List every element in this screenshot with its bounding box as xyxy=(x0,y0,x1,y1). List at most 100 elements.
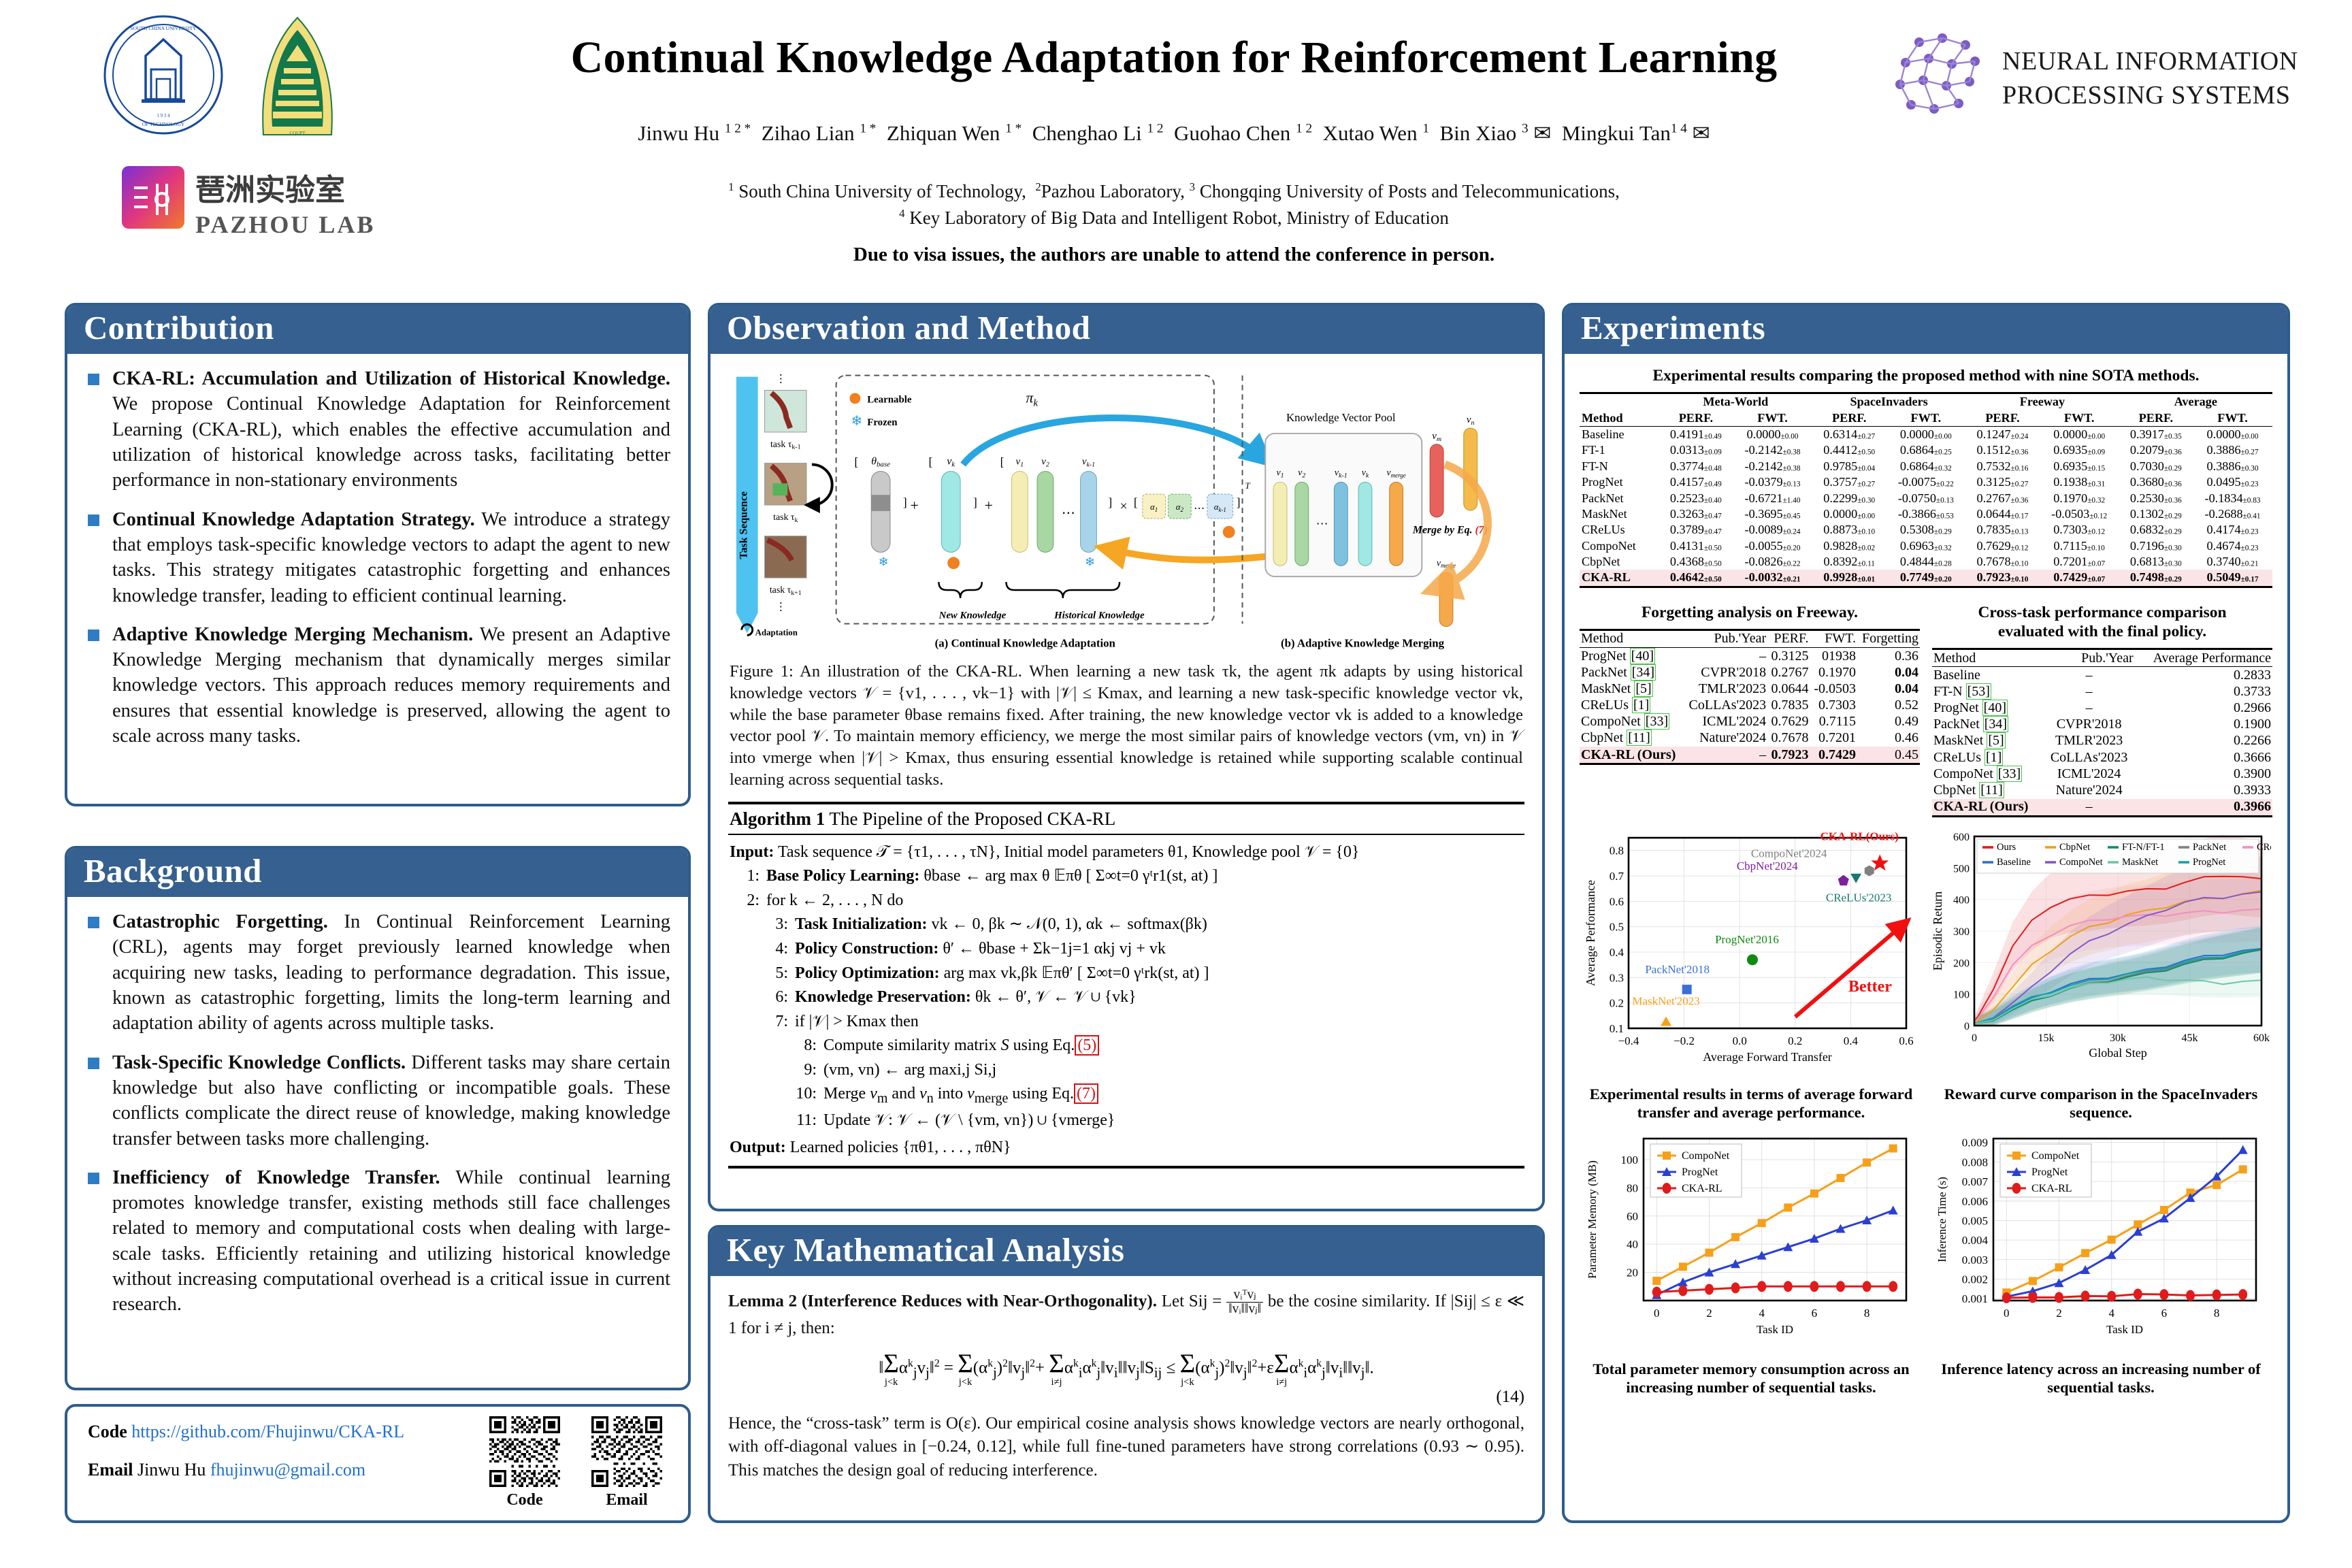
series-marker xyxy=(2081,1249,2090,1258)
cell-value: 0.7532±0.16 xyxy=(1976,459,2029,473)
memory-caption: Total parameter memory consumption acros… xyxy=(1592,1360,1910,1396)
series-marker xyxy=(1678,1285,1688,1296)
svg-text:ProgNet: ProgNet xyxy=(1682,1166,1718,1178)
reward-curve-chart: 0 15k 30k 45k 60k 0 100 200 300 400 500 600 Global S… xyxy=(1931,832,2287,1060)
table-row: ProgNet [40] – 0.2966 xyxy=(1932,700,2272,717)
svg-text:0.2: 0.2 xyxy=(1788,1034,1802,1047)
cell-value: 0.3774±0.48 xyxy=(1669,459,1722,473)
table-row: CbpNet [11] Nature'2024 0.7678 0.7201 0.46 xyxy=(1580,730,1920,747)
item-text: We present an Adaptive Knowledge Merging… xyxy=(112,623,670,747)
table-row: CReLUs 0.3789±0.47 -0.0089±0.24 0.8873±0.10… xyxy=(1580,522,2272,538)
scut-logo: SOUTH CHINA UNIVERSITY OF TECHNOLOGY 1 9… xyxy=(103,15,223,135)
affiliation-line-1: 1 South China University of Technology, … xyxy=(728,180,1620,201)
cross-caption-line2: evaluated with the final policy. xyxy=(1997,622,2207,640)
qr-email-item[interactable]: Email xyxy=(591,1416,662,1509)
table-row: CompoNet [33] ICML'2024 0.3900 xyxy=(1932,765,2272,782)
cell-value: 0.8873±0.10 xyxy=(1823,523,1876,537)
cell-pubyear: Nature'2024 xyxy=(2055,783,2123,798)
series-marker xyxy=(2055,1292,2063,1303)
svg-text:Task ID: Task ID xyxy=(2106,1323,2143,1336)
series-marker xyxy=(2080,1264,2091,1274)
cell-value: -0.3695±0.45 xyxy=(1744,506,1801,521)
learnable-icon-vk xyxy=(947,557,960,570)
qr-code-icon[interactable] xyxy=(489,1416,560,1487)
cell-value: -0.2142±0.38 xyxy=(1744,459,1801,473)
line-rest: θk ← θ′, 𝒱 ← 𝒱 ∪ {vk} xyxy=(970,988,1137,1007)
list-item: Adaptive Knowledge Merging Mechanism. We… xyxy=(85,622,670,749)
svg-text:0.008: 0.008 xyxy=(1962,1156,1988,1169)
qr-code-item[interactable]: Code xyxy=(489,1416,560,1509)
transpose-label: T xyxy=(1245,481,1251,491)
line-number: 2: xyxy=(747,891,760,909)
charts-row-1: −0.4 −0.2 0.0 0.2 0.4 0.6 0.1 0.2 0.3 0.4 0.5 0.6 0.… xyxy=(1580,827,2287,1122)
cell-value: 0.1970±0.32 xyxy=(2053,491,2106,505)
series-line xyxy=(2006,1168,2244,1294)
algorithm-line: 6: Knowledge Preservation: θk ← θ′, 𝒱 ← 𝒱… xyxy=(730,985,1523,1010)
qr-email-icon[interactable] xyxy=(591,1416,662,1487)
series-marker xyxy=(2133,1288,2142,1300)
svg-text:0.007: 0.007 xyxy=(1962,1175,1989,1188)
series-marker xyxy=(2238,1145,2248,1154)
table-row: MaskNet 0.3263±0.47 -0.3695±0.45 0.0000±0.0… xyxy=(1580,506,2272,522)
series-marker xyxy=(1783,1280,1793,1292)
table-subheader-row: PERF. FWT. PERF. FWT. PERF. FWT. PERF. F… xyxy=(1580,410,2272,427)
series-line xyxy=(2006,1149,2244,1298)
series-marker xyxy=(2028,1277,2037,1286)
cell-pubyear: – xyxy=(2085,667,2093,683)
item-bold: CKA-RL: Accumulation and Utilization of … xyxy=(112,368,670,389)
cell-method: CbpNet [11] xyxy=(1581,730,1652,747)
svg-text:4: 4 xyxy=(1759,1307,1765,1320)
cell-fwt: 0.7303 xyxy=(1818,698,1856,713)
scatter-point-label: MaskNet'2023 xyxy=(1632,994,1699,1007)
legend-learnable: Learnable xyxy=(867,394,912,405)
cqupt-logo: CQUPT xyxy=(262,16,333,136)
cell-avgperf: 0.3900 xyxy=(2234,766,2271,781)
svg-text:40: 40 xyxy=(1627,1238,1638,1251)
cross-caption-line1: Cross-task performance comparison xyxy=(1978,603,2227,621)
table-row: MaskNet [5] TMLR'2023 0.0644 -0.0503 0.04 xyxy=(1580,680,1920,697)
svg-text:CKA-RL: CKA-RL xyxy=(1682,1183,1722,1194)
cell-avgperf: 0.1900 xyxy=(2234,717,2271,732)
table-head: Method Pub.'Year PERF. FWT. Forgetting xyxy=(1580,630,1920,648)
cell-avgperf: 0.2833 xyxy=(2234,667,2271,683)
legend-frozen: Frozen xyxy=(867,417,898,428)
scatter-point xyxy=(1661,1016,1672,1026)
email-person: Jinwu Hu xyxy=(137,1460,206,1480)
col-avgperf: Average Performance xyxy=(2153,650,2271,666)
svg-text:SOUTH CHINA UNIVERSITY: SOUTH CHINA UNIVERSITY xyxy=(130,25,197,31)
table-head: Method Meta-World SpaceInvaders Freeway … xyxy=(1580,393,2272,427)
svg-text:Better: Better xyxy=(1848,978,1892,996)
cell-avgperf: 0.3733 xyxy=(2234,683,2271,699)
svg-text:2: 2 xyxy=(2056,1307,2062,1320)
svg-text:Global Step: Global Step xyxy=(2089,1046,2147,1060)
series-marker xyxy=(1889,1280,1898,1292)
contribution-panel: Contribution CKA-RL: Accumulation and Ut… xyxy=(65,303,691,806)
line-number: 1: xyxy=(747,867,760,885)
contribution-list: CKA-RL: Accumulation and Utilization of … xyxy=(85,366,670,749)
code-link[interactable]: https://github.com/Fhujinwu/CKA-RL xyxy=(131,1422,405,1441)
cell-value: -0.0503±0.12 xyxy=(2051,506,2108,521)
svg-text:0: 0 xyxy=(1964,1021,1970,1032)
cell-value: 0.3886±0.30 xyxy=(2206,459,2259,473)
email-link[interactable]: fhujinwu@gmail.com xyxy=(210,1460,366,1480)
cell-value: 0.0000±0.00 xyxy=(1746,427,1799,441)
brace-historical-knowledge: Historical Knowledge xyxy=(1054,610,1145,621)
reward-series-line xyxy=(1974,891,2262,1024)
series-marker xyxy=(2185,1192,2195,1202)
col-method: Method xyxy=(1933,650,1976,666)
cell-value: 0.4191±0.49 xyxy=(1669,427,1722,441)
cell-value: 0.1247±0.24 xyxy=(1976,427,2029,441)
series-marker xyxy=(1652,1286,1661,1298)
cell-pubyear: ICML'2024 xyxy=(1702,714,1767,730)
col-perf: PERF. xyxy=(1985,410,2020,425)
svg-text:500: 500 xyxy=(1953,863,1970,875)
col-fwt: FWT. xyxy=(1910,410,1942,425)
svg-text:0: 0 xyxy=(2004,1307,2010,1320)
cell-method: PackNet xyxy=(1582,491,1624,505)
cell-pubyear: ICML'2024 xyxy=(2057,766,2121,781)
svg-text:80: 80 xyxy=(1627,1181,1638,1194)
figure-1-caption: Figure 1: An illustration of the CKA-RL.… xyxy=(730,662,1523,789)
svg-text:1 9 3 4: 1 9 3 4 xyxy=(157,113,170,118)
cell-value: 0.2079±0.36 xyxy=(2129,443,2182,457)
bracket-close-4: ] xyxy=(1237,495,1241,509)
